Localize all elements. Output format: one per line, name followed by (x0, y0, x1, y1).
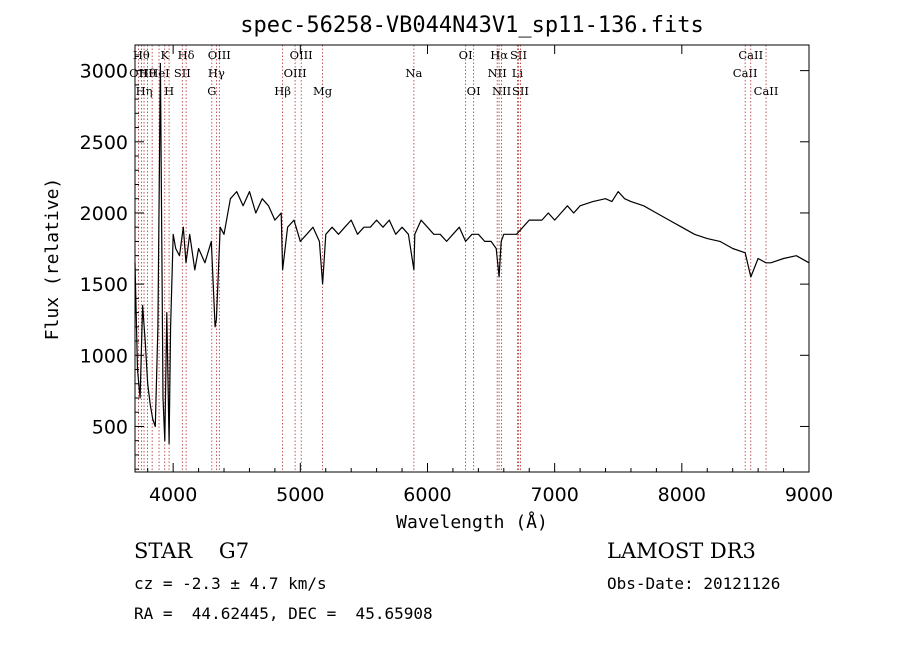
x-tick-label-1: 5000 (276, 484, 324, 506)
y-tick-label-5: 3000 (80, 61, 128, 83)
line-marker-label-16: Mg (313, 84, 333, 98)
line-marker-label-20: NII (488, 66, 507, 80)
line-marker-label-1: Hθ (133, 48, 150, 62)
y-tick-label-2: 1500 (80, 274, 128, 296)
line-marker-label-11: Hγ (208, 66, 225, 80)
line-marker-label-15: OIII (290, 48, 313, 62)
line-marker-label-13: Hβ (274, 84, 291, 98)
line-marker-label-18: OI (459, 48, 473, 62)
line-marker-label-7: H (164, 84, 174, 98)
line-marker-label-2: Hη (136, 84, 153, 98)
line-marker-label-12: OIII (208, 48, 231, 62)
y-tick-label-1: 1000 (80, 345, 128, 367)
y-tick-label-4: 2500 (80, 132, 128, 154)
line-marker-label-24: SII (510, 48, 527, 62)
y-tick-label-0: 500 (92, 416, 128, 438)
plot-frame (134, 44, 810, 473)
y-axis-label: Flux (relative) (42, 178, 63, 341)
object-class: STAR G7 (134, 539, 250, 563)
line-marker-label-23: Li (512, 66, 524, 80)
x-tick-label-0: 4000 (149, 484, 197, 506)
line-marker-label-28: CaII (754, 84, 779, 98)
line-marker-label-0: OII (129, 66, 148, 80)
line-marker-label-27: CaII (738, 48, 763, 62)
x-tick-label-4: 8000 (658, 484, 706, 506)
line-marker-label-9: Hδ (178, 48, 195, 62)
line-marker-label-14: OIII (284, 66, 307, 80)
x-tick-label-3: 7000 (530, 484, 578, 506)
line-markers: OIIHθHηHθHeIKHSIIHδGHγOIIIHβOIIIOIIIMgNa… (129, 45, 778, 472)
redshift-velocity: cz = -2.3 ± 4.7 km/s (134, 574, 327, 593)
x-tick-label-2: 6000 (403, 484, 451, 506)
y-axis-ticks: 500 1000 1500 2000 2500 3000 (80, 55, 809, 470)
line-marker-label-22: NII (492, 84, 511, 98)
x-axis-ticks: 4000 5000 6000 7000 8000 9000 (147, 45, 833, 506)
sky-coordinates: RA = 44.62445, DEC = 45.65908 (134, 604, 433, 623)
line-marker-label-21: Hα (490, 48, 508, 62)
line-marker-label-3: Hθ (139, 66, 156, 80)
x-tick-label-5: 9000 (785, 484, 833, 506)
line-marker-label-17: Na (405, 66, 422, 80)
line-marker-label-25: SII (512, 84, 529, 98)
survey-name: LAMOST DR3 (607, 539, 756, 563)
x-axis-label: Wavelength (Å) (396, 511, 548, 533)
spectrum-series (134, 62, 810, 445)
line-marker-label-8: SII (174, 66, 191, 80)
line-marker-label-10: G (207, 84, 216, 98)
series-0-line (134, 62, 810, 445)
line-marker-label-19: OI (467, 84, 481, 98)
line-marker-label-6: K (160, 48, 169, 62)
y-tick-label-3: 2000 (80, 203, 128, 225)
line-marker-label-26: CaII (733, 66, 758, 80)
chart-title: spec-56258-VB044N43V1_sp11-136.fits (240, 13, 704, 38)
line-marker-label-5: HeI (148, 66, 169, 80)
observation-date: Obs-Date: 20121126 (607, 574, 781, 593)
